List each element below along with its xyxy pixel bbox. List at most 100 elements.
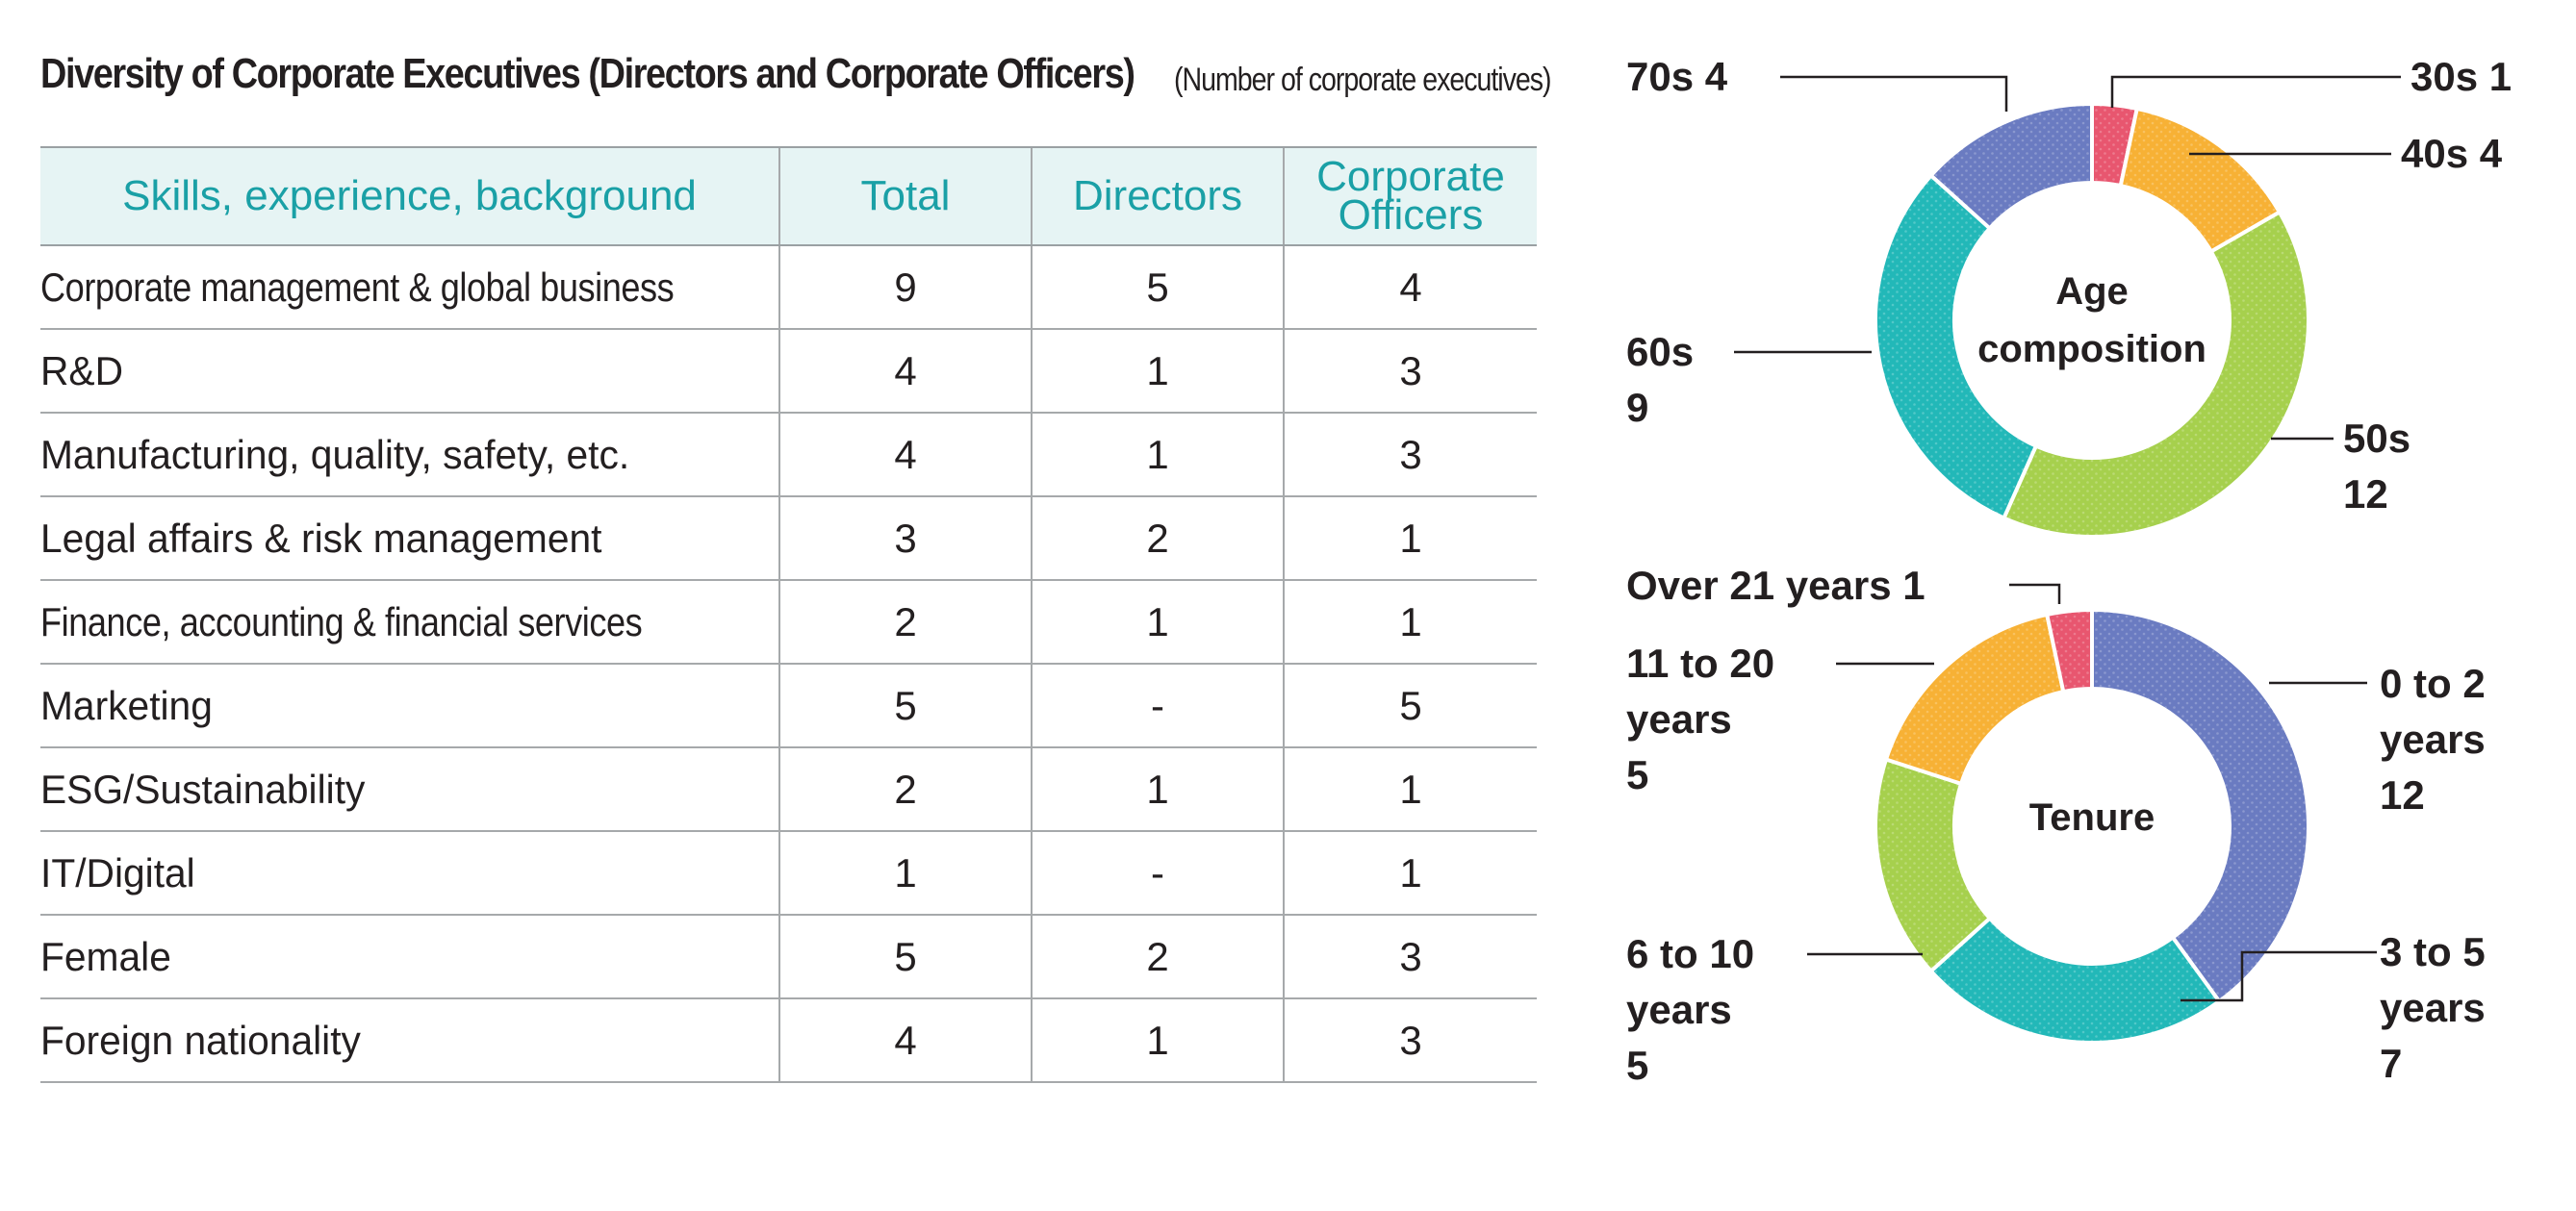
tenure-slices (1874, 607, 2310, 1045)
total-cell: 3 (778, 496, 1032, 581)
slice-texture-3-to-5-years (1930, 918, 2220, 1043)
skill-cell: IT/Digital (40, 831, 779, 916)
table-row: Foreign nationality 4 1 3 (40, 998, 1537, 1083)
header-skills: Skills, experience, background (40, 146, 779, 246)
slice-texture-6-to-10-years (1875, 759, 1990, 971)
skill-label: Female (40, 933, 171, 979)
officers-cell: 1 (1283, 747, 1537, 832)
header-total: Total (778, 146, 1032, 246)
skill-label: ESG/Sustainability (40, 766, 366, 812)
officers-cell: 1 (1283, 580, 1537, 665)
directors-cell: 1 (1031, 747, 1284, 832)
table-row: ESG/Sustainability 2 1 1 (40, 747, 1537, 832)
officers-cell: 3 (1283, 915, 1537, 999)
slice-texture-0-to-2-years (2092, 610, 2308, 1002)
table-header-row: Skills, experience, background Total Dir… (40, 146, 1537, 246)
officers-cell: 3 (1283, 998, 1537, 1083)
age-slices (1874, 101, 2310, 539)
slice-texture-50s (2003, 212, 2308, 537)
skill-cell: Corporate management & global business (40, 245, 779, 330)
skill-cell: Marketing (40, 664, 779, 748)
label-11-to-20: 11 to 20 years 5 (1626, 641, 1774, 797)
table-row: Female 5 2 3 (40, 915, 1537, 999)
table-row: Legal affairs & risk management 3 2 1 (40, 496, 1537, 581)
skill-label: R&D (40, 347, 124, 393)
skill-label: Corporate management & global business (40, 264, 675, 310)
leader-30s (2110, 75, 2401, 108)
total-cell: 4 (778, 329, 1032, 414)
skill-cell: R&D (40, 329, 779, 414)
age-center-label-line1: Age (2055, 270, 2129, 313)
label-40s: 40s 4 (2401, 131, 2503, 176)
age-composition-chart: Age composition 30s 1 40s 4 50s 12 60s 9 7… (1626, 54, 2512, 539)
label-30s: 30s 1 (2410, 54, 2512, 99)
label-over-21: Over 21 years 1 (1626, 563, 1926, 608)
table-row: IT/Digital 1 - 1 (40, 831, 1537, 916)
label-50s: 50s 12 (2343, 416, 2410, 517)
skill-cell: Female (40, 915, 779, 999)
skill-label: IT/Digital (40, 849, 195, 896)
officers-cell: 5 (1283, 664, 1537, 748)
table-row: Manufacturing, quality, safety, etc. 4 1… (40, 413, 1537, 497)
skill-cell: Manufacturing, quality, safety, etc. (40, 413, 779, 497)
officers-cell: 3 (1283, 329, 1537, 414)
total-cell: 9 (778, 245, 1032, 330)
directors-cell: - (1031, 831, 1284, 916)
leader-over-21 (2009, 583, 2061, 604)
leader-3-to-5 (2181, 950, 2377, 1002)
directors-cell: 1 (1031, 998, 1284, 1083)
skill-cell: Finance, accounting & financial services (40, 580, 779, 665)
directors-cell: 2 (1031, 915, 1284, 999)
directors-cell: - (1031, 664, 1284, 748)
slice-texture-over-21-years (2047, 610, 2092, 693)
officers-cell: 4 (1283, 245, 1537, 330)
skill-cell: Foreign nationality (40, 998, 779, 1083)
label-6-to-10: 6 to 10 years 5 (1626, 931, 1754, 1088)
tenure-center-label: Tenure (2029, 796, 2155, 839)
label-70s: 70s 4 (1626, 54, 1728, 99)
table-row: Corporate management & global business 9… (40, 245, 1537, 330)
total-cell: 4 (778, 998, 1032, 1083)
page-title: Diversity of Corporate Executives (Direc… (40, 50, 1135, 97)
total-cell: 2 (778, 580, 1032, 665)
skill-cell: ESG/Sustainability (40, 747, 779, 832)
skill-label: Foreign nationality (40, 1017, 361, 1063)
directors-cell: 1 (1031, 580, 1284, 665)
age-center-label-line2: composition (1977, 328, 2206, 370)
header-corporate-officers: Corporate Officers (1283, 146, 1537, 246)
table-row: R&D 4 1 3 (40, 329, 1537, 414)
slice-texture-11-to-20-years (1886, 614, 2064, 784)
header-corporate-officers-text: Corporate Officers (1316, 153, 1505, 239)
slice-texture-70s (1930, 104, 2092, 229)
title-row: Diversity of Corporate Executives (Direc… (40, 50, 1552, 112)
label-3-to-5: 3 to 5 years 7 (2380, 929, 2486, 1086)
skill-label: Marketing (40, 682, 213, 728)
total-cell: 1 (778, 831, 1032, 916)
label-0-to-2: 0 to 2 years 12 (2380, 661, 2486, 818)
total-cell: 5 (778, 915, 1032, 999)
officers-cell: 1 (1283, 831, 1537, 916)
directors-cell: 5 (1031, 245, 1284, 330)
directors-cell: 2 (1031, 496, 1284, 581)
header-directors: Directors (1031, 146, 1284, 246)
slice-texture-30s (2092, 104, 2137, 187)
slice-texture-60s (1875, 175, 2036, 518)
directors-cell: 1 (1031, 413, 1284, 497)
total-cell: 2 (778, 747, 1032, 832)
donut-charts: Age composition 30s 1 40s 4 50s 12 60s 9 7… (1626, 54, 2512, 1088)
directors-cell: 1 (1031, 329, 1284, 414)
skill-label: Finance, accounting & financial services (40, 598, 643, 644)
tenure-chart: Tenure Over 21 years 1 11 to 20 years 5 0 … (1626, 563, 2486, 1088)
skill-label: Legal affairs & risk management (40, 515, 602, 561)
total-cell: 4 (778, 413, 1032, 497)
table-row: Marketing 5 - 5 (40, 664, 1537, 748)
table-row: Finance, accounting & financial services… (40, 580, 1537, 665)
total-cell: 5 (778, 664, 1032, 748)
skill-cell: Legal affairs & risk management (40, 496, 779, 581)
officers-cell: 1 (1283, 496, 1537, 581)
leader-70s (1780, 75, 2008, 112)
label-60s: 60s 9 (1626, 329, 1694, 430)
units-note: (Number of corporate executives) (1174, 62, 1552, 98)
officers-cell: 3 (1283, 413, 1537, 497)
skills-table: Skills, experience, background Total Dir… (40, 146, 1537, 1083)
